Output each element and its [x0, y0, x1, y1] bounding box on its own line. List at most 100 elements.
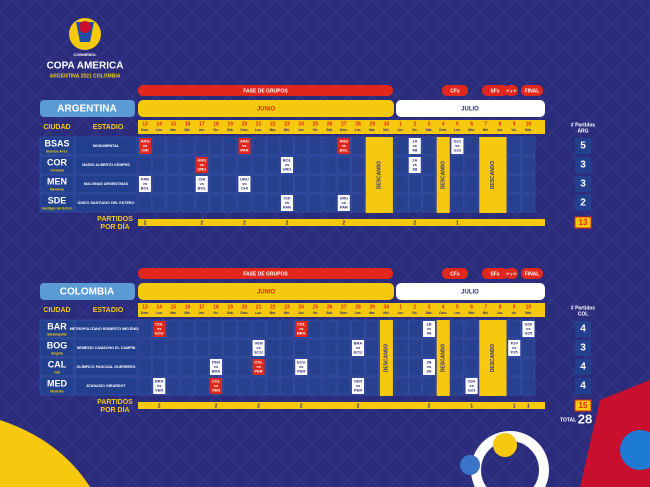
grid-cell — [521, 155, 536, 175]
grid-cell — [393, 136, 408, 156]
weekday: Dom. — [141, 311, 149, 315]
count-box — [575, 195, 591, 211]
grid-cell — [422, 193, 436, 213]
total-label: TOTAL — [560, 417, 576, 423]
daily-count: 2 — [144, 220, 147, 226]
date: 2 — [413, 304, 416, 310]
city-code: CAL — [48, 359, 67, 369]
count-box — [575, 176, 591, 192]
weekday: Lun. — [255, 128, 262, 132]
weekday: Lun. — [454, 128, 461, 132]
match: PER vs BRA — [212, 360, 221, 374]
city-code: BAR — [47, 321, 67, 331]
city-code: MED — [47, 378, 68, 388]
phase-label: 3º y 4º — [506, 272, 517, 276]
stadium: ÚNICO SANTIAGO DEL ESTERO — [78, 200, 135, 205]
match-cell — [352, 378, 364, 394]
daily-count: 2 — [428, 403, 431, 409]
phase-pill — [138, 85, 393, 96]
date: 13 — [142, 304, 148, 310]
grid-cell — [408, 319, 422, 339]
grid-cell — [280, 357, 294, 377]
phase-pill — [442, 85, 468, 96]
stadium: NEMESIO CAMACHO EL CAMPÍN — [77, 345, 136, 350]
date: 25 — [313, 304, 319, 310]
date: 27 — [341, 304, 347, 310]
weekday: Lun. — [454, 311, 461, 315]
grid-cell — [152, 357, 166, 377]
weekday: Mar. — [170, 311, 176, 315]
match-cell — [352, 340, 364, 356]
date: 22 — [270, 121, 276, 127]
match: COL vs BRA — [297, 322, 306, 336]
match: ECU vs PER — [297, 360, 306, 374]
match: 1A vs 4B — [412, 139, 418, 153]
grid-cell — [322, 319, 337, 339]
date: 7 — [484, 304, 487, 310]
hosts: ARGENTINA 2021 COLOMBIA — [50, 73, 121, 79]
month-bar — [396, 100, 545, 117]
weekday: Sáb. — [426, 128, 433, 132]
stadium-cell — [74, 357, 138, 377]
rest-block — [379, 320, 393, 396]
match: 2A vs 3B — [412, 158, 418, 172]
weekday: Jue. — [199, 128, 205, 132]
grid-cell — [351, 319, 365, 339]
city-cell — [39, 319, 75, 339]
grid-cell — [280, 338, 294, 358]
city-cell — [39, 338, 75, 358]
weekday: Mar. — [468, 311, 474, 315]
grid-cell — [138, 338, 152, 358]
daily-label: PARTIDOS — [97, 216, 133, 223]
grid-cell — [138, 357, 152, 377]
count-header: # Partidos — [571, 122, 595, 128]
date: 2 — [413, 121, 416, 127]
weekday: Dom. — [340, 311, 348, 315]
weekday: Sáb. — [525, 311, 532, 315]
match-cell — [423, 321, 435, 337]
rest-block — [479, 137, 507, 213]
weekday: Dom. — [141, 128, 149, 132]
month: JULIO — [461, 290, 479, 296]
weekday: Vie. — [511, 128, 517, 132]
grid-cell — [365, 338, 379, 358]
city-code: COR — [47, 157, 68, 167]
grid-cell — [237, 193, 252, 213]
match-cell — [281, 195, 293, 211]
grid-cell — [308, 174, 323, 194]
weekday: Jue. — [298, 311, 304, 315]
city-code: MEN — [47, 176, 67, 186]
match: ARG vs URU — [197, 158, 206, 172]
match-cell — [281, 157, 293, 173]
grid-cell — [351, 174, 365, 194]
count-header: COL — [578, 311, 589, 317]
match-cell — [295, 321, 308, 337]
date: 28 — [355, 121, 361, 127]
rest-label: DESCANSO — [490, 344, 496, 372]
city-header: CIUDAD — [43, 307, 70, 314]
grid-cell — [209, 136, 223, 156]
date: 8 — [499, 121, 502, 127]
weekday: Sáb. — [227, 311, 234, 315]
stadium: OLÍMPICO PASCUAL GUERRERO — [76, 364, 135, 369]
grid-cell — [308, 136, 323, 156]
weekday: Vie. — [412, 128, 418, 132]
grid-cell — [180, 319, 195, 339]
grid-cell — [223, 174, 237, 194]
match: ARG vs BOL — [339, 139, 348, 153]
grid-cell — [251, 174, 266, 194]
grid-cell — [223, 136, 237, 156]
grid-cell — [422, 376, 436, 396]
city-name: Bogotá — [51, 351, 63, 355]
grid-cell — [280, 174, 294, 194]
grid-cell — [237, 338, 252, 358]
grid-cell — [464, 155, 479, 175]
month: JULIO — [461, 107, 479, 113]
grid-cell — [351, 357, 365, 377]
phase-label: SFs — [490, 271, 499, 277]
grid-cell — [507, 174, 521, 194]
grid-cell — [408, 338, 422, 358]
date: 10 — [526, 304, 532, 310]
match-cell — [210, 359, 222, 375]
